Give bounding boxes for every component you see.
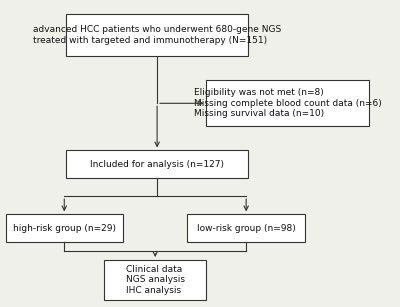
FancyBboxPatch shape: [6, 214, 123, 242]
Text: advanced HCC patients who underwent 680-gene NGS
treated with targeted and immun: advanced HCC patients who underwent 680-…: [33, 25, 281, 45]
FancyBboxPatch shape: [188, 214, 305, 242]
FancyBboxPatch shape: [104, 260, 206, 300]
FancyBboxPatch shape: [206, 80, 369, 126]
Text: low-risk group (n=98): low-risk group (n=98): [197, 223, 296, 232]
Text: Clinical data
NGS analysis
IHC analysis: Clinical data NGS analysis IHC analysis: [126, 265, 185, 295]
Text: high-risk group (n=29): high-risk group (n=29): [13, 223, 116, 232]
Text: Eligibility was not met (n=8)
Missing complete blood count data (n=6)
Missing su: Eligibility was not met (n=8) Missing co…: [194, 88, 382, 118]
FancyBboxPatch shape: [66, 150, 248, 178]
FancyBboxPatch shape: [66, 14, 248, 56]
Text: Included for analysis (n=127): Included for analysis (n=127): [90, 160, 224, 169]
